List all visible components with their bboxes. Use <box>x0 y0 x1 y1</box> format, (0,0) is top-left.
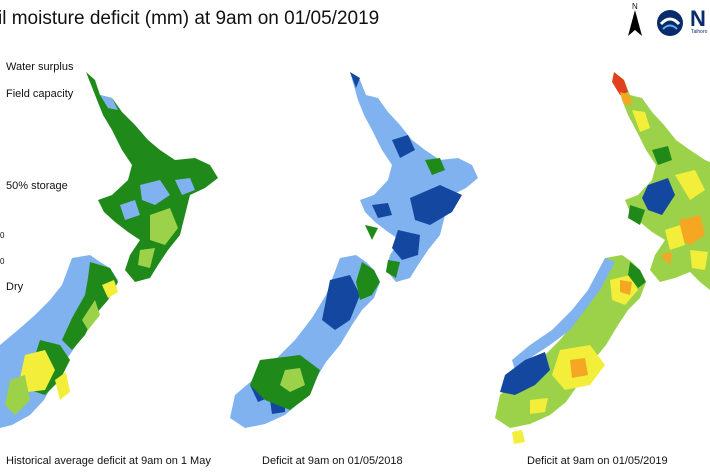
map-title: il moisture deficit (mm) at 9am on 01/05… <box>0 8 380 29</box>
legend-label-dry: Dry <box>6 281 24 293</box>
south-island-3-lblue <box>512 258 615 370</box>
legend-label-water-surplus: Water surplus <box>6 61 74 73</box>
south-island-2-green <box>250 262 380 410</box>
south-island-3-orange <box>570 280 632 378</box>
south-island-1-green <box>30 262 118 395</box>
north-island-3-green <box>628 146 672 225</box>
map-2019 <box>495 72 710 444</box>
map-historical-average <box>0 72 218 428</box>
south-island-2-dark <box>250 275 360 414</box>
south-island-3-green <box>628 262 646 288</box>
map-2018 <box>230 72 478 428</box>
north-island-3-orange <box>620 92 705 265</box>
stewart-island-3 <box>512 430 525 444</box>
south-island-3-dark <box>500 352 550 395</box>
legend-tick: 0 <box>0 257 5 266</box>
logo-subtext: Taihoro <box>691 29 708 35</box>
north-island-1 <box>86 72 218 282</box>
north-label: N <box>632 2 638 11</box>
north-arrow-icon <box>628 10 642 36</box>
legend-label-50-storage: 50% storage <box>6 180 68 192</box>
legend-label-field-capacity: Field capacity <box>6 88 74 100</box>
caption-2018: Deficit at 9am on 01/05/2018 <box>262 455 403 467</box>
north-island-3-yellow <box>632 110 708 270</box>
niwa-logo-icon <box>657 10 683 36</box>
north-island-2 <box>350 72 478 282</box>
legend-tick: 0 <box>0 231 5 240</box>
north-island-1-light <box>100 95 195 220</box>
north-island-1-lgreen <box>138 208 178 268</box>
north-island-3-red <box>612 72 628 95</box>
logo-letter: N <box>690 6 706 31</box>
south-island-2-lgreen <box>280 368 305 392</box>
caption-historical: Historical average deficit at 9am on 1 M… <box>6 455 211 467</box>
south-island-1-lgreen <box>5 300 100 415</box>
south-island-1-yellow <box>20 280 118 400</box>
north-island-3-dark <box>642 178 675 215</box>
south-island-3-yellow <box>530 275 638 414</box>
north-island-2-dark <box>350 72 462 260</box>
caption-2019: Deficit at 9am on 01/05/2019 <box>527 455 668 467</box>
north-island-2-green <box>365 158 445 278</box>
